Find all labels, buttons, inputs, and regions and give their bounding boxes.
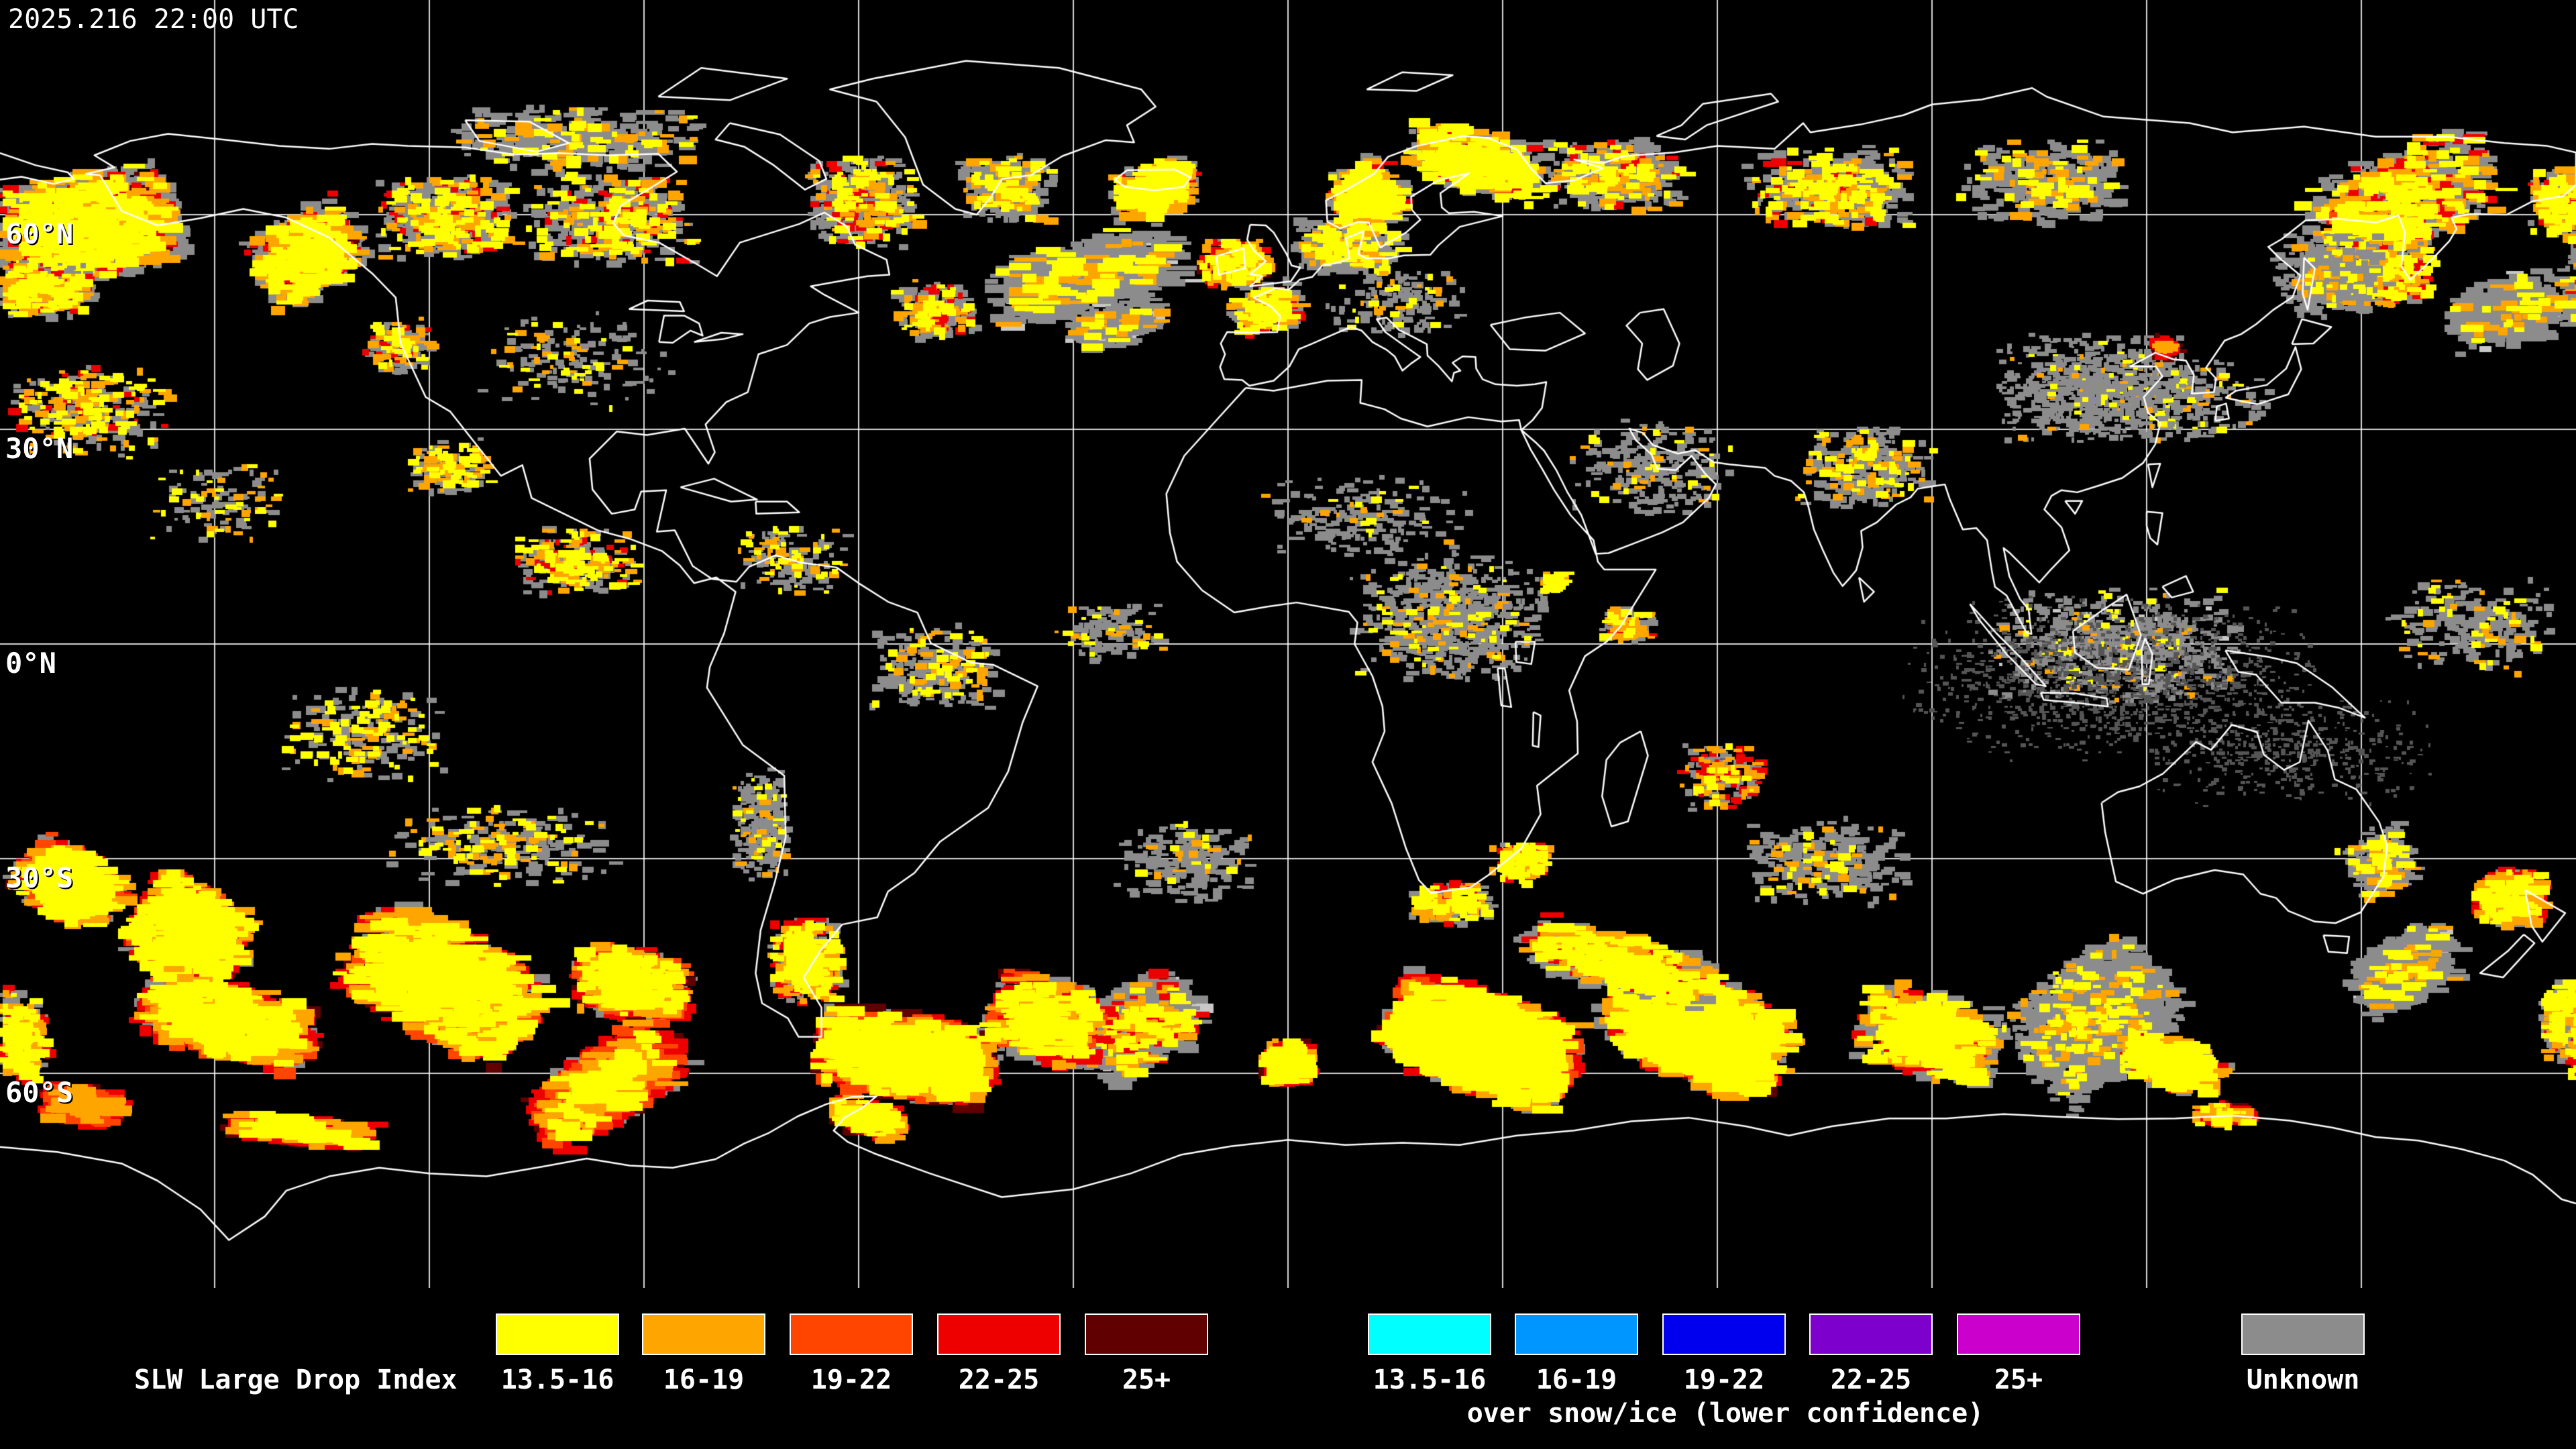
legend-label-snowice-4: 22-25	[1830, 1364, 1912, 1395]
legend-swatch-slw-4	[937, 1313, 1061, 1355]
legend-title: SLW Large Drop Index	[134, 1364, 458, 1395]
legend-swatch-snowice-4	[1809, 1313, 1933, 1355]
legend-label-slw-4: 22-25	[958, 1364, 1040, 1395]
lat-label-0n: 0°N	[5, 647, 56, 680]
legend-swatch-unknown	[2241, 1313, 2365, 1355]
legend-label-snowice-1: 13.5-16	[1373, 1364, 1487, 1395]
legend-swatch-snowice-1	[1368, 1313, 1491, 1355]
lat-label-30s: 30°S	[5, 861, 74, 894]
legend-label-snowice-3: 19-22	[1683, 1364, 1765, 1395]
legend-swatch-snowice-2	[1515, 1313, 1638, 1355]
legend-swatch-slw-5	[1085, 1313, 1208, 1355]
legend-label-slw-5: 25+	[1122, 1364, 1171, 1395]
lat-label-60n: 60°N	[5, 217, 74, 250]
legend-label-snowice-5: 25+	[1994, 1364, 2043, 1395]
lat-label-30n: 30°N	[5, 432, 74, 465]
legend-swatch-slw-3	[790, 1313, 913, 1355]
legend-label-slw-3: 19-22	[810, 1364, 892, 1395]
world-map-canvas	[0, 0, 2576, 1288]
timestamp: 2025.216 22:00 UTC	[8, 4, 299, 35]
legend: SLW Large Drop Index 13.5-16 16-19 19-22…	[0, 1288, 2576, 1449]
legend-label-unknown: Unknown	[2246, 1364, 2360, 1395]
legend-swatch-snowice-5	[1957, 1313, 2080, 1355]
legend-label-snowice-2: 16-19	[1536, 1364, 1617, 1395]
legend-swatch-slw-2	[642, 1313, 765, 1355]
legend-caption-snowice: over snow/ice (lower confidence)	[1466, 1398, 1984, 1429]
lat-label-60s: 60°S	[5, 1076, 74, 1109]
legend-swatch-slw-1	[496, 1313, 619, 1355]
legend-label-slw-1: 13.5-16	[500, 1364, 614, 1395]
legend-label-slw-2: 16-19	[663, 1364, 745, 1395]
legend-swatch-snowice-3	[1662, 1313, 1786, 1355]
